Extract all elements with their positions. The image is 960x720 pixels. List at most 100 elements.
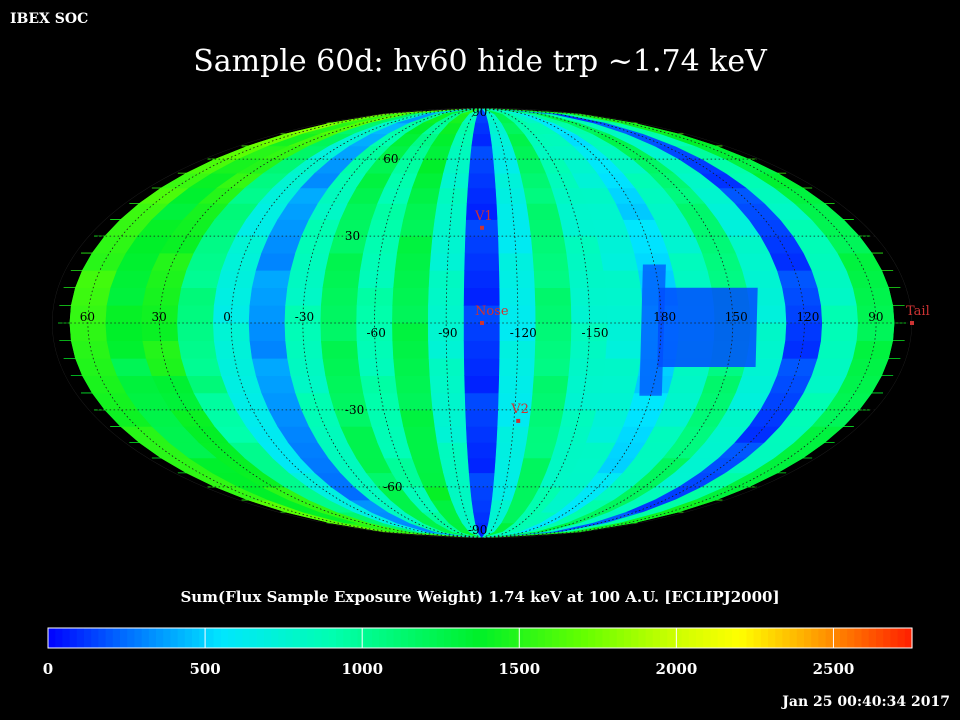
- marker-label: Nose: [475, 304, 509, 319]
- colorbar-segment: [429, 628, 438, 648]
- meridian-line: [481, 108, 734, 538]
- heatmap-cell: [249, 340, 288, 359]
- colorbar-segment: [400, 628, 409, 648]
- heatmap-cell: [464, 235, 500, 254]
- heatmap-cell: [322, 357, 361, 377]
- heatmap-cell: [407, 187, 441, 204]
- colorbar-segment: [256, 628, 265, 648]
- colorbar-segment: [494, 628, 503, 648]
- heatmap-cell: [532, 252, 570, 271]
- heatmap-cell: [596, 392, 635, 411]
- heatmap-cell: [463, 357, 501, 377]
- colorbar-segment: [192, 628, 200, 648]
- colorbar-segment: [602, 628, 611, 648]
- colorbar-segment: [724, 628, 733, 648]
- graticule: [52, 108, 912, 538]
- heatmap-cell: [181, 357, 222, 377]
- heatmap-cell: [393, 269, 431, 289]
- colorbar-segment: [105, 628, 114, 648]
- heatmap-cell: [251, 357, 292, 377]
- heatmap-cell: [570, 340, 608, 359]
- heatmap-cell: [396, 392, 434, 411]
- heatmap-cell: [811, 269, 854, 289]
- colorbar-segment: [537, 628, 546, 648]
- heatmap-cell: [473, 122, 491, 135]
- colorbar-segment: [508, 628, 517, 648]
- heatmap-cell: [463, 287, 501, 306]
- colorbar-segment: [544, 628, 553, 648]
- longitude-label: -150: [582, 326, 609, 340]
- heatmap-cell: [320, 322, 358, 342]
- heatmap-cell: [742, 269, 783, 289]
- latitude-label: 60: [383, 152, 398, 166]
- colorbar-segment: [350, 628, 359, 648]
- heatmap-cell: [606, 304, 644, 324]
- colorbar-segment: [300, 628, 308, 648]
- colorbar-segment: [688, 628, 697, 648]
- colorbar-segment: [732, 628, 740, 648]
- heatmap-cell: [393, 357, 431, 377]
- colorbar-tick-label: 2000: [656, 660, 698, 678]
- heatmap-cell: [493, 472, 521, 488]
- heatmap-cell: [523, 442, 557, 459]
- heatmap-cell: [360, 375, 398, 394]
- heatmap-cell: [443, 472, 471, 488]
- heatmap-cell: [251, 269, 292, 289]
- colorbar-segment: [854, 628, 863, 648]
- heatmap-cell: [399, 219, 436, 237]
- heatmap-cell: [70, 340, 112, 359]
- heatmap-cell: [106, 287, 147, 306]
- marker-label: V2: [510, 402, 529, 417]
- heatmap-cell: [110, 269, 153, 289]
- heatmap-cell: [846, 357, 889, 377]
- colorbar-segment: [278, 628, 287, 648]
- colorbar-segment: [379, 628, 387, 648]
- heatmap-cell: [629, 235, 669, 254]
- colorbar-segment: [818, 628, 827, 648]
- colorbar-segment: [307, 628, 315, 648]
- heatmap-cell: [261, 392, 303, 411]
- heatmap-cell: [177, 304, 215, 324]
- marker-label: Tail: [906, 304, 930, 319]
- colorbar-segment: [652, 628, 661, 648]
- colorbar-segment: [69, 628, 78, 648]
- heatmap-cell: [817, 340, 858, 359]
- marker-point: [910, 321, 914, 325]
- heatmap-cell: [249, 287, 288, 306]
- colorbar-segment: [242, 628, 251, 648]
- longitude-label: 150: [725, 310, 748, 324]
- heatmap-cell: [471, 499, 493, 513]
- colorbar-segment: [472, 628, 481, 648]
- colorbar-segment: [883, 628, 891, 648]
- heatmap-cell: [820, 304, 859, 324]
- longitude-label: 120: [797, 310, 820, 324]
- heatmap-cell: [467, 172, 497, 189]
- colorbar-segment: [667, 628, 675, 648]
- heatmap-cell: [856, 322, 895, 342]
- colorbar-segment: [343, 628, 351, 648]
- colorbar-segment: [48, 628, 56, 648]
- heatmap-cell: [530, 235, 568, 254]
- heatmap-cell: [566, 375, 604, 394]
- colorbar-segment: [696, 628, 704, 648]
- latitude-label: -30: [345, 403, 364, 417]
- heatmap-cell: [534, 287, 572, 306]
- colorbar-segment: [213, 628, 222, 648]
- colorbar-segment: [220, 628, 229, 648]
- colorbar-segment: [559, 628, 567, 648]
- colorbar-segment: [177, 628, 186, 648]
- heatmap-cell: [320, 340, 359, 359]
- colorbar-segment: [235, 628, 243, 648]
- colorbar-segment: [141, 628, 150, 648]
- heatmap-cell: [846, 269, 889, 289]
- colorbar-segment: [638, 628, 647, 648]
- heatmap-cell: [411, 457, 444, 474]
- colorbar-segment: [552, 628, 560, 648]
- meridian-line: [481, 108, 590, 538]
- meridian-line: [481, 108, 877, 538]
- colorbar-tick-label: 1000: [341, 660, 383, 678]
- colorbar-segment: [458, 628, 467, 648]
- heatmap-cell: [429, 375, 466, 394]
- heatmap-cell: [820, 322, 859, 342]
